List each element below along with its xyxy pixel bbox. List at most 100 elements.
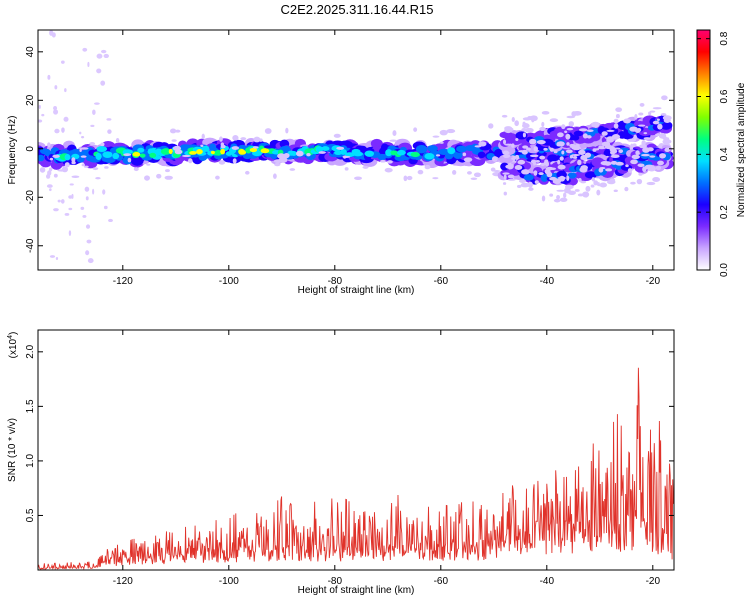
spectral-blob [410, 152, 420, 158]
spectral-speck [561, 150, 565, 155]
spectral-speck [318, 151, 326, 154]
spectral-speck [656, 118, 660, 121]
spectral-speck [354, 176, 362, 180]
spectral-speck [527, 181, 533, 188]
spectral-speck [502, 182, 507, 185]
spectral-speck [344, 167, 349, 171]
spectral-speck [182, 154, 191, 158]
spectral-speck [478, 141, 487, 147]
spectral-speck [534, 180, 539, 184]
spectral-speck [531, 116, 535, 123]
spectral-speck [638, 112, 644, 116]
spectral-speck [557, 132, 564, 138]
snr-y-multiplier: (x104) [7, 332, 19, 359]
spectral-speck [633, 134, 637, 140]
spectral-speck [64, 212, 70, 216]
spectral-speck [511, 143, 515, 148]
spectral-speck [511, 157, 517, 160]
spectral-speck [406, 175, 413, 181]
spectral-speck [100, 49, 107, 54]
spectral-speck [610, 160, 618, 165]
spectrogram-y-ticks: -40 -20 0 20 40 [25, 46, 674, 253]
spectral-speck [61, 127, 65, 133]
spectral-speck [629, 126, 638, 132]
spectral-speck [83, 165, 89, 168]
x-tick-label: -40 [540, 276, 555, 287]
spectral-speck [546, 171, 553, 178]
spectral-speck [220, 144, 226, 149]
spectral-blob [385, 149, 393, 157]
spectral-speck [522, 121, 526, 127]
spectral-blob [137, 147, 145, 153]
spectral-speck [611, 134, 621, 140]
spectral-speck [646, 181, 656, 186]
colorbar-tick-label: 0.8 [719, 31, 730, 45]
spectral-speck [662, 115, 672, 121]
spectral-speck [563, 187, 571, 194]
spectral-speck [627, 168, 633, 173]
spectral-speck [613, 118, 619, 124]
spectral-speck [578, 177, 582, 182]
spectral-speck [470, 177, 478, 181]
spectral-speck [146, 163, 151, 166]
spectral-speck [164, 175, 173, 180]
colorbar-tick-label: 0.0 [719, 263, 730, 277]
y-tick-label: -20 [25, 190, 36, 205]
spectral-speck [61, 60, 65, 64]
spectral-speck [565, 184, 569, 189]
spectral-speck [571, 111, 577, 117]
spectral-speck [586, 129, 594, 133]
spectral-speck [604, 161, 612, 166]
spectral-speck [634, 113, 638, 120]
spectral-speck [53, 208, 59, 212]
spectral-blob [358, 145, 368, 154]
spectral-speck [403, 175, 408, 182]
spectral-blob [584, 171, 597, 179]
spectral-speck [503, 139, 507, 145]
spectral-speck [79, 131, 82, 135]
spectral-blob [240, 150, 247, 155]
spectral-speck [606, 129, 615, 132]
spectral-speck [517, 150, 526, 153]
spectral-speck [55, 257, 59, 261]
spectral-blob [220, 148, 226, 155]
spectral-speck [541, 195, 546, 202]
spectral-speck [80, 147, 89, 150]
spectral-speck [591, 177, 596, 182]
spectral-speck [436, 154, 441, 157]
spectral-blob [64, 154, 71, 161]
spectral-speck [446, 129, 456, 134]
spectral-speck [638, 124, 646, 127]
spectral-speck [452, 169, 457, 175]
spectral-speck [200, 144, 204, 147]
spectral-speck [133, 167, 139, 172]
spectral-speck [501, 114, 508, 118]
y-tick-label: 20 [25, 94, 36, 106]
spectral-speck [507, 178, 516, 181]
spectral-blob [112, 152, 120, 160]
spectral-speck [584, 152, 592, 158]
y-tick-label: 0 [25, 146, 36, 152]
spectral-speck [598, 167, 604, 173]
spectral-speck [571, 153, 581, 157]
x-tick-label: -100 [219, 276, 239, 287]
spectral-speck [53, 173, 58, 178]
spectral-blob [139, 153, 146, 158]
spectral-speck [601, 141, 611, 147]
spectral-speck [71, 175, 80, 178]
spectral-speck [92, 167, 99, 171]
spectral-speck [53, 109, 59, 115]
x-tick-label: -20 [646, 276, 661, 287]
y-tick-label: 1.5 [25, 399, 36, 413]
x-tick-label: -60 [434, 276, 449, 287]
spectral-blob [189, 151, 197, 155]
colorbar-label: Normalized spectral amplitude [736, 82, 747, 217]
colorbar: 0.0 0.2 0.4 0.6 0.8 Normalized spectral ampl… [696, 29, 747, 277]
spectral-speck [41, 113, 45, 117]
spectral-speck [504, 126, 513, 131]
spectral-speck [561, 124, 566, 130]
spectral-speck [389, 139, 398, 142]
spectral-speck [586, 135, 592, 139]
spectral-speck [108, 218, 113, 223]
spectral-speck [82, 47, 88, 52]
